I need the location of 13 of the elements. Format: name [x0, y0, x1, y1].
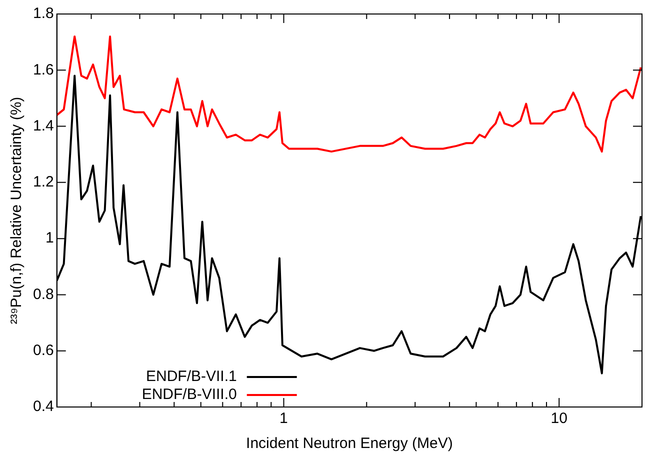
y-tick-label: 0.8: [32, 286, 54, 303]
legend-label: ENDF/B-VIII.0: [142, 386, 237, 404]
y-tick-label: 0.4: [32, 398, 54, 416]
y-tick-label: 1: [46, 230, 54, 247]
x-tick-label: 10: [550, 410, 568, 428]
legend-label: ENDF/B-VII.1: [146, 368, 237, 386]
y-tick-label: 0.6: [32, 342, 54, 359]
y-tick-label: 1.6: [32, 61, 54, 78]
y-tick-label: 1.4: [32, 117, 54, 134]
y-tick-label: 1.8: [32, 5, 54, 22]
y-axis-title: ²³⁹Pu(n,f) Relative Uncertainty (%): [8, 96, 26, 324]
y-tick-label: 1.2: [32, 174, 54, 191]
x-axis-title: Incident Neutron Energy (MeV): [246, 435, 453, 452]
